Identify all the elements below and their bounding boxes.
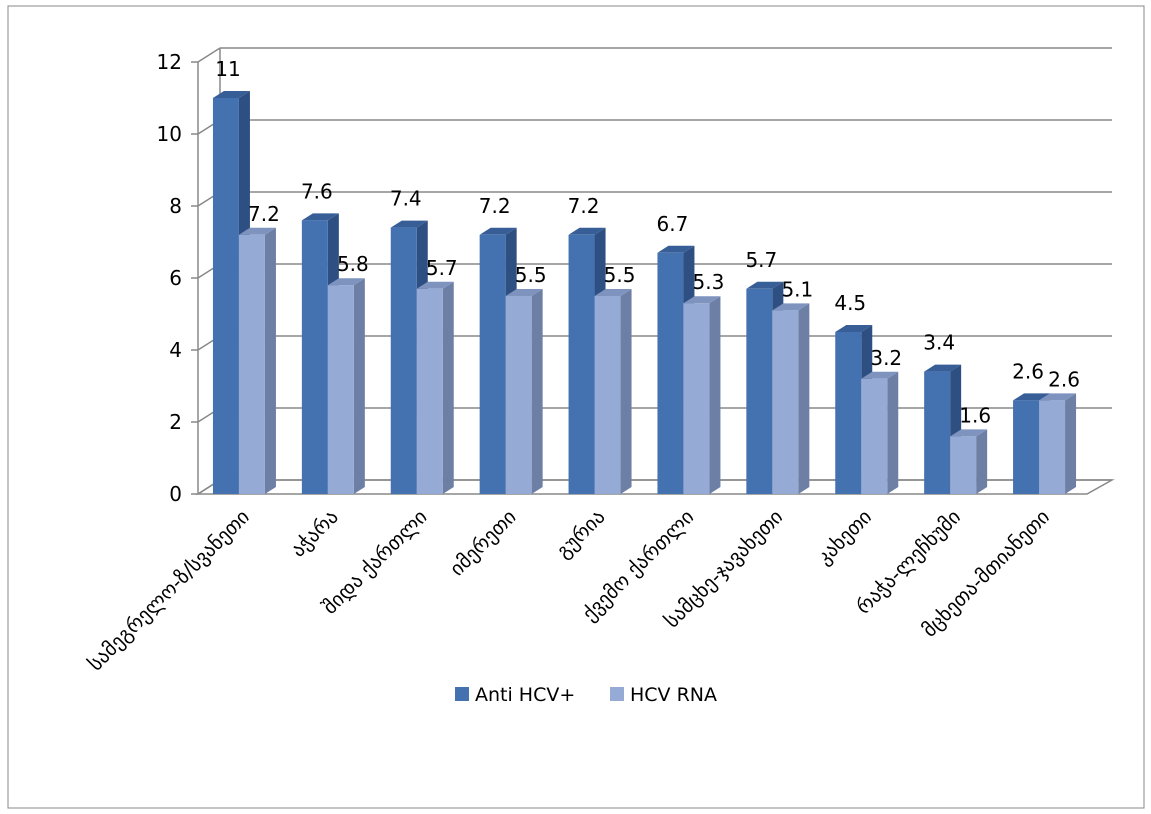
- data-label: 5.5: [515, 263, 547, 287]
- data-label: 7.2: [248, 202, 280, 226]
- bar: [505, 296, 532, 494]
- data-label: 5.1: [781, 277, 813, 301]
- grid-diagonal: [197, 47, 221, 63]
- bar-top: [772, 303, 810, 311]
- bar: [238, 234, 265, 495]
- bar-top: [861, 371, 899, 379]
- data-label: 5.5: [604, 263, 636, 287]
- data-label: 2.6: [1048, 367, 1080, 391]
- y-tick-label: 0: [169, 482, 182, 506]
- data-label: 1.6: [959, 403, 991, 427]
- bar-side: [976, 429, 988, 494]
- data-label: 7.4: [390, 187, 422, 211]
- legend-swatch: [455, 687, 469, 701]
- bar: [212, 98, 239, 494]
- bar-top: [416, 281, 454, 289]
- y-tick-label: 8: [169, 194, 182, 218]
- data-label: 5.8: [337, 252, 369, 276]
- bar: [772, 310, 799, 494]
- data-label: 11: [215, 57, 240, 81]
- data-label: 3.2: [870, 346, 902, 370]
- bar-top: [568, 227, 606, 235]
- legend-label: Anti HCV+: [475, 684, 575, 706]
- data-labels: 117.27.65.87.45.77.25.57.25.56.75.35.75.…: [215, 57, 1080, 427]
- bar-top: [1013, 393, 1051, 401]
- data-label: 2.6: [1012, 359, 1044, 383]
- bar: [657, 252, 684, 494]
- y-tick-label: 2: [169, 410, 182, 434]
- bar-top: [479, 227, 517, 235]
- bar-top: [746, 281, 784, 289]
- bar: [568, 234, 595, 495]
- bar-top: [683, 296, 721, 304]
- bar-top: [657, 245, 695, 253]
- y-tick-label: 12: [157, 50, 182, 74]
- bar: [1013, 400, 1040, 494]
- bar: [1039, 400, 1066, 494]
- bar-top: [327, 278, 365, 286]
- bar: [416, 288, 443, 494]
- bar-top: [950, 429, 988, 437]
- bar-side: [620, 289, 632, 494]
- bars: [212, 91, 1077, 495]
- bar-top: [212, 91, 250, 98]
- bar: [327, 285, 354, 494]
- bar-top: [594, 289, 632, 296]
- bar-side: [1065, 393, 1077, 494]
- bar-top: [835, 325, 873, 332]
- legend-label: HCV RNA: [630, 684, 717, 706]
- bar-top: [390, 220, 428, 228]
- y-tick-label: 4: [169, 338, 182, 362]
- legend-swatch: [610, 687, 624, 701]
- bar-side: [264, 227, 276, 495]
- bar: [835, 332, 862, 494]
- bar: [594, 296, 621, 494]
- bar: [479, 234, 506, 495]
- data-label: 7.6: [301, 179, 333, 203]
- bar: [861, 378, 888, 494]
- data-label: 3.4: [923, 331, 955, 355]
- bar-side: [798, 303, 810, 494]
- bar-top: [505, 289, 543, 296]
- bar: [746, 288, 773, 494]
- data-label: 7.2: [479, 194, 511, 218]
- bar: [301, 220, 328, 494]
- bar-side: [442, 281, 454, 494]
- bar: [950, 436, 977, 494]
- data-label: 5.7: [426, 256, 458, 280]
- bar-side: [353, 278, 365, 494]
- bar-top: [1039, 393, 1077, 401]
- bar-side: [709, 296, 721, 494]
- data-label: 4.5: [834, 291, 866, 315]
- bar: [683, 303, 710, 494]
- data-label: 7.2: [568, 194, 600, 218]
- bar: [924, 371, 951, 494]
- bar-top: [924, 364, 962, 372]
- data-label: 5.7: [745, 248, 777, 272]
- bar-side: [887, 371, 899, 494]
- data-label: 5.3: [693, 270, 725, 294]
- bar-side: [531, 289, 543, 494]
- data-label: 6.7: [657, 212, 689, 236]
- bar: [390, 227, 417, 494]
- y-tick-labels: 0 2 4 6 8 10 12: [157, 50, 182, 506]
- bar-top: [301, 213, 339, 221]
- y-tick-label: 10: [157, 122, 182, 146]
- bar-top: [238, 227, 276, 235]
- legend: Anti HCV+ HCV RNA: [455, 684, 717, 706]
- y-tick-label: 6: [169, 266, 182, 290]
